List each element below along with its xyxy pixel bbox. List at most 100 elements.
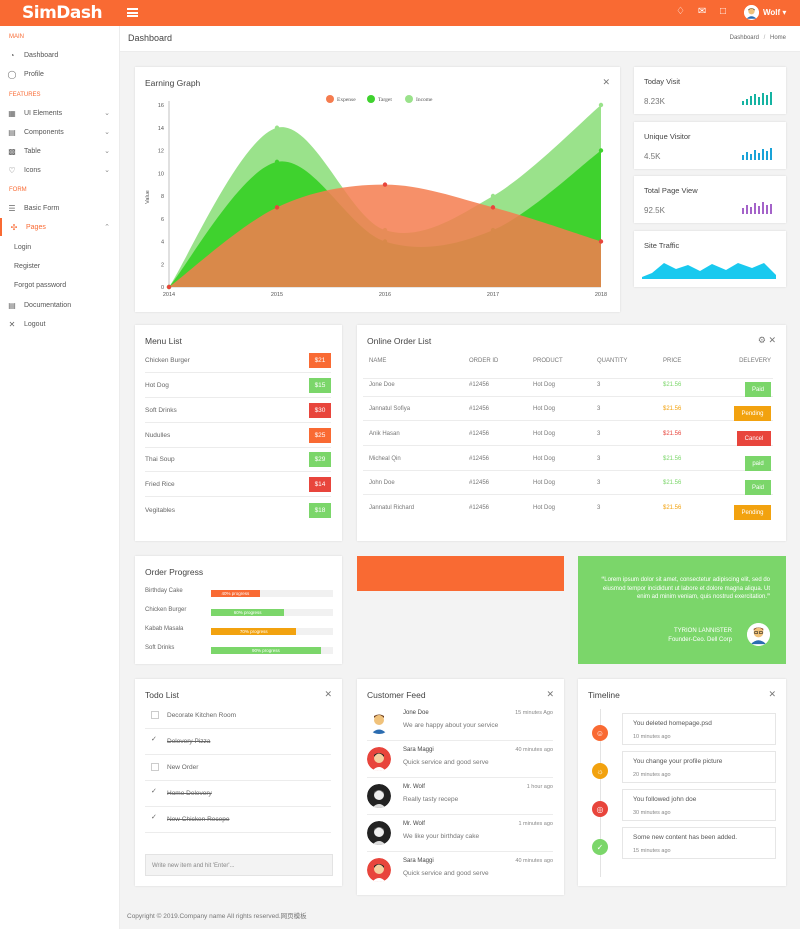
checkbox[interactable] xyxy=(151,763,159,771)
smile-icon: ☺ xyxy=(592,725,608,741)
cell-price: $21.56 xyxy=(663,406,682,412)
sidebar-item-pages[interactable]: ✣ Pages ⌃ xyxy=(0,218,120,236)
sidebar-item-dashboard[interactable]: ◔ Dashboard xyxy=(0,46,120,64)
list-item[interactable]: Vegitables $18 xyxy=(145,498,331,522)
sidebar-item-ui-elements[interactable]: ▦ UI Elements ⌄ xyxy=(0,104,120,122)
sidebar-item-components[interactable]: ▤ Components ⌄ xyxy=(0,123,120,141)
timeline-item[interactable]: You change your profile picture 20 minute… xyxy=(622,751,776,783)
sidebar-subitem-login[interactable]: Login xyxy=(14,244,32,251)
bell-icon[interactable]: ♢ xyxy=(676,6,685,17)
table-row[interactable]: Jannatul Sofiya #12456 Hot Dog 3 $21.56 … xyxy=(363,397,773,421)
cell-quantity: 3 xyxy=(597,406,601,412)
sidebar-item-documentation[interactable]: ▤ Documentation xyxy=(0,296,120,314)
cell-product: Hot Dog xyxy=(533,406,556,412)
close-icon[interactable]: ✕ xyxy=(324,689,332,699)
list-item[interactable]: Thai Soup $29 xyxy=(145,448,331,472)
form-icon: ☰ xyxy=(8,203,16,213)
timeline-item[interactable]: You deleted homepage.psd 10 minutes ago xyxy=(622,713,776,745)
feed-text: We are happy about your service xyxy=(403,722,499,729)
todo-item[interactable]: ✓ Delevery Pizza xyxy=(145,729,331,755)
user-icon: ◯ xyxy=(7,69,17,79)
chevron-down-icon: ⌄ xyxy=(104,129,110,136)
hamburger-icon[interactable] xyxy=(127,8,138,17)
todo-item[interactable]: Decorate Kitchen Room xyxy=(145,703,331,729)
checkbox-checked[interactable]: ✓ xyxy=(151,814,157,821)
status-badge[interactable]: Pending xyxy=(734,505,771,520)
user-name: Wolf xyxy=(763,8,781,17)
close-icon[interactable]: ✕ xyxy=(546,689,554,699)
brand-logo[interactable]: SimDash xyxy=(22,3,103,23)
table-row[interactable]: Jannatul Richard #12456 Hot Dog 3 $21.56… xyxy=(363,496,773,520)
list-item[interactable]: Hot Dog $15 xyxy=(145,374,331,398)
table-row[interactable]: John Doe #12456 Hot Dog 3 $21.56 Paid xyxy=(363,471,773,495)
sidebar-item-label: Components xyxy=(24,128,64,136)
spark-bar xyxy=(750,207,752,214)
sidebar-item-profile[interactable]: ◯ Profile xyxy=(0,65,120,83)
status-badge[interactable]: paid xyxy=(745,456,771,471)
user-avatar[interactable] xyxy=(744,5,759,20)
list-item[interactable]: Soft Drinks $30 xyxy=(145,399,331,423)
sidebar-item-icons[interactable]: ♡ Icons ⌄ xyxy=(0,161,120,179)
cell-product: Hot Dog xyxy=(533,382,556,388)
sidebar-item-label: Dashboard xyxy=(24,51,59,59)
progress-fill: 60% progress xyxy=(211,609,285,616)
progress-fill: 40% progress xyxy=(211,590,260,597)
timeline-text: You followed john doe xyxy=(633,796,697,803)
feed-item[interactable]: Mr. Wolf We like your birthday cake 1 mi… xyxy=(367,815,553,852)
timeline-time: 15 minutes ago xyxy=(633,848,671,854)
feed-time: 1 hour ago xyxy=(526,784,553,790)
spark-bar xyxy=(766,205,768,214)
menu-item-name: Fried Rice xyxy=(145,481,175,488)
sparkline-bars xyxy=(742,202,772,214)
breadcrumb: Dashboard / Home xyxy=(730,35,786,41)
feed-item[interactable]: Sara Maggi Quick service and good serve … xyxy=(367,741,553,778)
page-title: Dashboard xyxy=(128,33,173,43)
column-header: PRODUCT xyxy=(533,358,563,364)
breadcrumb-separator: / xyxy=(763,35,766,41)
total-page-view-card: Total Page View 92.5K xyxy=(634,176,786,223)
menu-item-name: Nudulles xyxy=(145,432,171,439)
feed-item[interactable]: Jone Doe We are happy about your service… xyxy=(367,704,553,741)
close-icon[interactable]: ✕ xyxy=(768,689,776,699)
table-row[interactable]: Jone Doe #12456 Hot Dog 3 $21.56 Paid xyxy=(363,373,773,397)
status-badge[interactable]: Paid xyxy=(745,480,771,495)
cell-quantity: 3 xyxy=(597,480,601,486)
user-menu[interactable]: Wolf ▾ xyxy=(763,8,787,17)
checkbox-checked[interactable]: ✓ xyxy=(151,788,157,795)
sidebar-item-logout[interactable]: ✕ Logout xyxy=(0,315,120,333)
breadcrumb-dashboard[interactable]: Dashboard xyxy=(729,35,759,41)
author-name: TYRION LANNISTER xyxy=(673,628,732,634)
close-icon[interactable]: ✕ xyxy=(768,335,776,345)
timeline-item[interactable]: Some new content has been added. 15 minut… xyxy=(622,827,776,859)
list-item[interactable]: Nudulles $25 xyxy=(145,424,331,448)
ui-icon: ▦ xyxy=(8,108,16,118)
feed-item[interactable]: Mr. Wolf Really tasty recepe 1 hour ago xyxy=(367,778,553,815)
mail-icon[interactable]: ✉ xyxy=(698,6,707,17)
checkbox-checked[interactable]: ✓ xyxy=(151,736,157,743)
sidebar-item-table[interactable]: ▩ Table ⌄ xyxy=(0,142,120,160)
timeline-item[interactable]: You followed john doe 30 minutes ago xyxy=(622,789,776,821)
todo-item[interactable]: ✓ New Chicken Recepe xyxy=(145,807,331,833)
sun-icon: ☼ xyxy=(592,763,608,779)
feed-item[interactable]: Sara Maggi Quick service and good serve … xyxy=(367,852,553,889)
checkbox[interactable] xyxy=(151,711,159,719)
todo-item[interactable]: New Order xyxy=(145,755,331,781)
sidebar-item-basic-form[interactable]: ☰ Basic Form xyxy=(0,199,120,217)
table-row[interactable]: Anik Hasan #12456 Hot Dog 3 $21.56 Cance… xyxy=(363,422,773,446)
gear-icon[interactable]: ⚙ xyxy=(757,335,766,345)
feed-time: 40 minutes ago xyxy=(515,747,553,753)
column-header: QUANTITY xyxy=(597,358,628,364)
status-badge[interactable]: Cancel xyxy=(737,431,771,446)
close-icon[interactable]: ✕ xyxy=(602,77,610,87)
sidebar-subitem-register[interactable]: Register xyxy=(14,263,41,270)
data-point-income xyxy=(490,193,496,199)
status-badge[interactable]: Paid xyxy=(745,382,771,397)
list-item[interactable]: Fried Rice $14 xyxy=(145,473,331,497)
table-row[interactable]: Micheal Qin #12456 Hot Dog 3 $21.56 paid xyxy=(363,447,773,471)
status-badge[interactable]: Pending xyxy=(734,406,771,421)
new-todo-input[interactable]: Write new item and hit 'Enter'... xyxy=(145,854,333,876)
sidebar-subitem-forgot-password[interactable]: Forgot password xyxy=(14,282,67,289)
chat-icon[interactable]: □ xyxy=(720,6,727,17)
todo-item[interactable]: ✓ Home Delevery xyxy=(145,781,331,807)
list-item[interactable]: Chicken Burger $21 xyxy=(145,349,331,373)
